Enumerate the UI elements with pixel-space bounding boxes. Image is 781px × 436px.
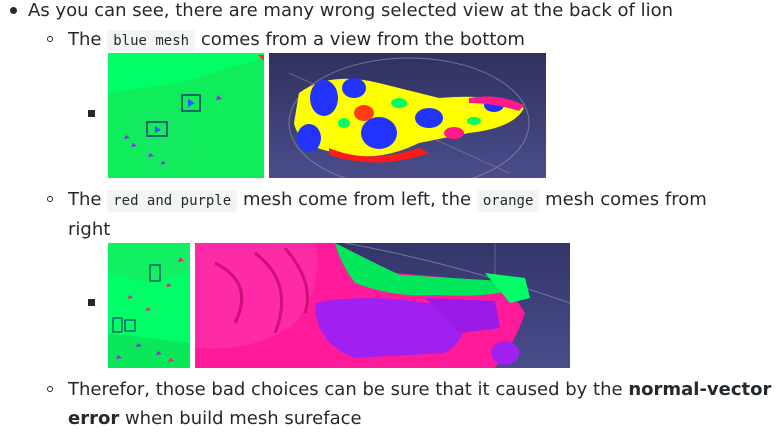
sub3-bold2: error	[68, 408, 120, 429]
main-item-label: As you can see, there are many wrong sel…	[28, 0, 673, 21]
sub2-continuation: right	[68, 219, 111, 240]
sub-item-1-text: The blue mesh comes from a view from the…	[68, 28, 525, 53]
sub-item-2-text: The red and purple mesh come from left, …	[68, 188, 707, 213]
bullet-circle	[47, 36, 53, 42]
sub2-middle: mesh come from left, the	[242, 189, 472, 210]
sub3-bold1: normal-vector	[628, 379, 772, 400]
lion-mesh-graphic-1	[269, 53, 546, 178]
sub-item-2-continuation: right	[68, 218, 110, 242]
lion-mesh-graphic-2	[195, 243, 570, 368]
sub1-suffix: comes from a view from the bottom	[200, 29, 525, 50]
sub2-prefix: The	[68, 189, 102, 210]
lion-mesh-image-2	[195, 243, 570, 368]
projection-graphic-2	[108, 243, 190, 368]
bullet-circle	[47, 386, 53, 392]
bullet-circle	[47, 196, 53, 202]
code-blue-mesh: blue mesh	[107, 30, 196, 52]
code-orange: orange	[476, 190, 540, 212]
sub3-prefix: Therefor, those bad choices can be sure …	[68, 379, 623, 400]
bullet-disc	[10, 7, 17, 14]
sub-item-3-text: Therefor, those bad choices can be sure …	[68, 378, 771, 402]
code-red-and-purple: red and purple	[107, 190, 238, 212]
bullet-square	[88, 110, 95, 117]
lion-mesh-image-1	[269, 53, 546, 178]
projection-graphic-1	[108, 53, 264, 178]
camera-projection-image-1	[108, 53, 264, 178]
sub3-suffix: when build mesh sureface	[124, 408, 362, 429]
bullet-square	[88, 299, 95, 306]
sub-item-3-continuation: error when build mesh sureface	[68, 407, 362, 431]
main-item-text: As you can see, there are many wrong sel…	[28, 0, 673, 23]
sub1-prefix: The	[68, 29, 102, 50]
camera-projection-image-2	[108, 243, 190, 368]
sub2-suffix: mesh comes from	[545, 189, 707, 210]
